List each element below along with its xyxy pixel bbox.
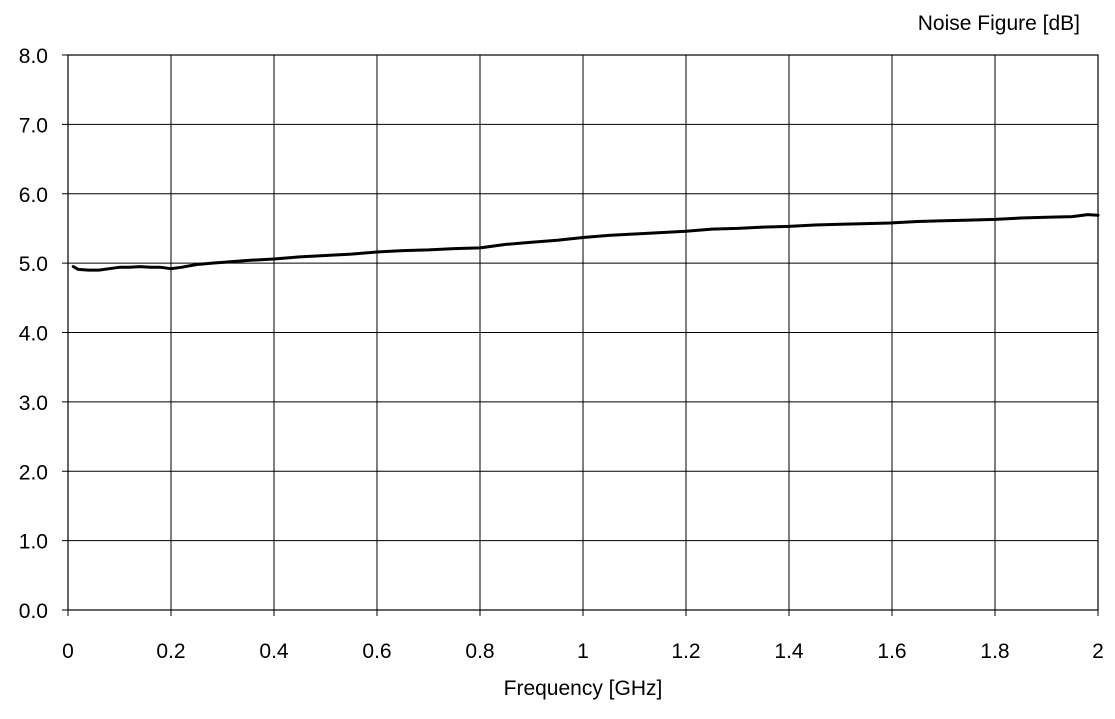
y-tick-label: 7.0: [19, 114, 48, 137]
y-tick-labels: 0.0 1.0 2.0 3.0 4.0 5.0 6.0 7.0 8.0: [19, 45, 48, 623]
y-tick-label: 5.0: [19, 253, 48, 276]
y-tick-label: 2.0: [19, 461, 48, 484]
x-axis-title: Frequency [GHz]: [504, 677, 663, 700]
x-tick-label: 2: [1092, 640, 1104, 663]
y-tick-label: 6.0: [19, 184, 48, 207]
x-tick-label: 0.4: [259, 640, 289, 663]
x-tick-label: 1.8: [980, 640, 1009, 663]
y-axis-title: Noise Figure [dB]: [918, 12, 1080, 35]
x-tick-label: 1.6: [877, 640, 906, 663]
x-tick-label: 0.8: [465, 640, 494, 663]
plot-frame: [67, 54, 1099, 611]
x-tick-label: 1.2: [671, 640, 700, 663]
y-tick-label: 1.0: [19, 531, 48, 554]
series-group: [71, 213, 1100, 272]
x-tick-label: 1: [577, 640, 589, 663]
y-tick-label: 3.0: [19, 392, 48, 415]
y-tick-label: 8.0: [19, 45, 48, 68]
x-tick-label: 1.4: [774, 640, 804, 663]
x-tick-label: 0.6: [362, 640, 391, 663]
x-tick-label: 0.2: [156, 640, 185, 663]
x-tick-labels: 0 0.2 0.4 0.6 0.8 1 1.2 1.4 1.6 1.8 2: [62, 640, 1104, 663]
y-tick-label: 0.0: [19, 600, 48, 623]
y-tick-label: 4.0: [19, 323, 48, 346]
series-line: [71, 213, 1100, 272]
grid: [62, 54, 1099, 616]
x-tick-label: 0: [62, 640, 74, 663]
